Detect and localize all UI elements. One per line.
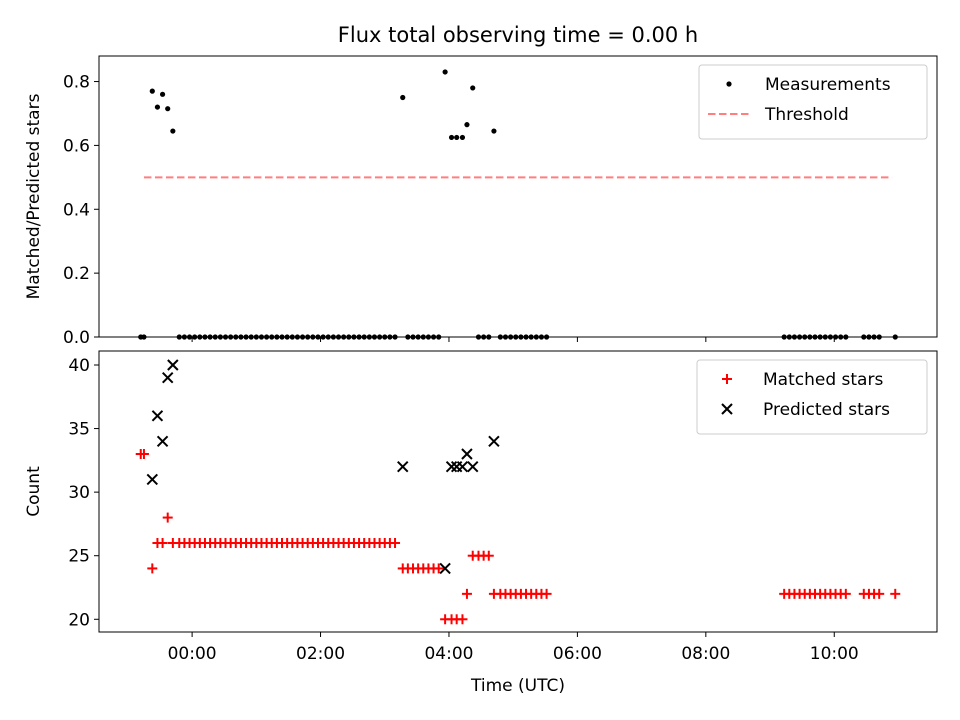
matched-star-point	[457, 614, 468, 625]
legend-predicted-handle-b	[721, 403, 733, 415]
y-tick-label: 35	[68, 420, 90, 440]
y-axis-label: Matched/Predicted stars	[24, 93, 44, 299]
x-axis-label: Time (UTC)	[470, 676, 565, 696]
legend-measurement-handle	[726, 81, 732, 87]
predicted-star-point	[162, 371, 174, 384]
measurement-point	[470, 85, 476, 91]
matched-star-point	[162, 512, 173, 523]
matched-star-point	[390, 537, 401, 548]
predicted-star-point	[467, 460, 479, 473]
measurement-point	[400, 94, 406, 101]
bottom-panel: 20 25 30 35 40 00:00 02:00 04:00 06:00 08:00 10:00…	[24, 350, 938, 696]
x-tick-label: 04:00	[424, 644, 473, 664]
matched-star-point	[483, 550, 494, 561]
legend: Measurements Threshold	[698, 64, 928, 140]
predicted-star-point	[445, 460, 458, 473]
predicted-star-point	[439, 562, 451, 575]
matched-star-point	[541, 588, 552, 599]
y-axis-label: Count	[24, 466, 44, 517]
x-marker-b	[461, 448, 473, 460]
x-marker-b	[146, 473, 159, 486]
matched-star-point	[147, 563, 158, 574]
measurement-point	[149, 88, 155, 94]
top-panel: Flux total observing time = 0.00 h 0.0 0.2…	[24, 23, 938, 348]
measurement-point	[491, 128, 497, 134]
x-marker-b	[167, 359, 179, 371]
x-marker-b	[445, 460, 458, 473]
legend-box	[696, 359, 928, 435]
matched-star-point	[461, 588, 472, 599]
legend-label: Threshold	[764, 105, 849, 125]
y-tick-label: 25	[68, 547, 90, 567]
matched-star-point	[157, 537, 168, 548]
axes-frame	[98, 350, 938, 633]
predicted-star-point	[488, 435, 500, 447]
predicted-star-point	[456, 460, 469, 473]
legend-label: Matched stars	[763, 370, 883, 390]
legend-label: Predicted stars	[763, 400, 890, 420]
predicted-star-point	[167, 359, 179, 371]
y-tick-label: 30	[68, 483, 90, 503]
x-marker-b	[488, 435, 500, 447]
x-tick-label: 02:00	[296, 644, 345, 664]
x-marker-b	[162, 371, 174, 384]
axes-frame	[98, 55, 938, 338]
y-tick-label: 0.0	[63, 328, 90, 348]
y-tick-label: 0.4	[63, 200, 90, 220]
measurement-point	[442, 69, 448, 75]
y-tick-label: 0.2	[63, 264, 90, 284]
y-tick-label: 40	[68, 356, 90, 376]
y-tick-label: 20	[68, 610, 90, 630]
y-tick-label: 0.8	[63, 73, 90, 93]
measurement-point	[170, 128, 176, 134]
legend-label: Measurements	[765, 75, 891, 95]
x-marker-b	[467, 460, 479, 473]
measurement-point	[159, 91, 166, 97]
matched-star-point	[874, 588, 885, 599]
measurement-point	[448, 134, 455, 141]
x-tick-label: 06:00	[553, 644, 602, 664]
measurement-point	[165, 106, 171, 112]
matched-star-point	[138, 448, 149, 459]
measurement-point	[459, 134, 466, 141]
measurement-point	[154, 104, 161, 110]
x-marker-b	[439, 562, 451, 575]
predicted-star-point	[151, 410, 164, 422]
predicted-star-point	[146, 473, 159, 486]
measurement-point	[454, 134, 460, 141]
x-tick-label: 10:00	[810, 644, 859, 664]
x-marker-b	[156, 435, 169, 447]
x-marker-b	[397, 460, 409, 473]
x-marker-b	[456, 460, 469, 473]
y-tick-label: 0.6	[63, 136, 90, 156]
x-tick-label: 00:00	[168, 644, 217, 664]
chart-title: Flux total observing time = 0.00 h	[338, 23, 698, 47]
legend-box	[698, 64, 928, 140]
predicted-star-point	[156, 435, 169, 447]
predicted-star-point	[461, 448, 473, 460]
x-marker-b	[151, 410, 164, 422]
matched-star-point	[433, 563, 444, 574]
matched-star-point	[840, 588, 851, 599]
matched-star-point	[890, 588, 901, 599]
x-tick-label: 08:00	[681, 644, 730, 664]
predicted-star-point	[397, 460, 409, 473]
legend: Matched stars Predicted stars	[696, 359, 928, 435]
measurement-point	[464, 122, 470, 128]
